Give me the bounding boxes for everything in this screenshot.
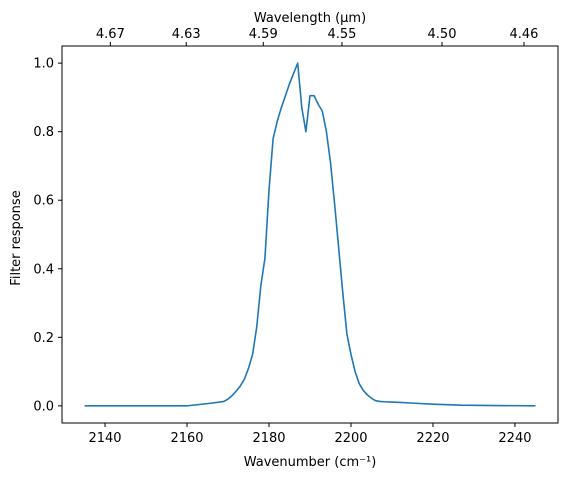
x-tick-label: 2180 [252,431,285,446]
top-x-axis: 4.67 4.63 4.59 4.55 4.50 4.46 [96,27,539,46]
top-tick-label: 4.59 [249,27,278,42]
y-axis-label: Filter response [9,190,24,285]
x-tick-label: 2200 [334,431,367,446]
y-tick-label: 0.8 [33,125,54,140]
x-axis-label: Wavenumber (cm⁻¹) [244,455,377,470]
x-tick-label: 2160 [170,431,203,446]
top-x-axis-label: Wavelength (μm) [254,11,366,26]
x-axis: 2140 2160 2180 2200 2220 2240 [88,423,532,446]
top-tick-label: 4.67 [96,27,125,42]
plot-area [61,45,559,424]
x-tick-label: 2220 [416,431,449,446]
top-tick-label: 4.63 [172,27,201,42]
y-tick-label: 0.0 [33,399,54,414]
x-tick-label: 2240 [498,431,531,446]
y-axis: 0.0 0.2 0.4 0.6 0.8 1.0 [33,57,62,414]
top-tick-label: 4.50 [428,27,457,42]
series-line-0 [84,62,536,407]
top-tick-label: 4.55 [327,27,356,42]
y-tick-label: 0.6 [33,194,54,209]
y-tick-label: 0.2 [33,331,54,346]
y-tick-label: 0.4 [33,262,54,277]
plot-frame [61,45,559,424]
y-tick-label: 1.0 [33,57,54,72]
x-tick-label: 2140 [88,431,121,446]
top-tick-label: 4.46 [510,27,539,42]
